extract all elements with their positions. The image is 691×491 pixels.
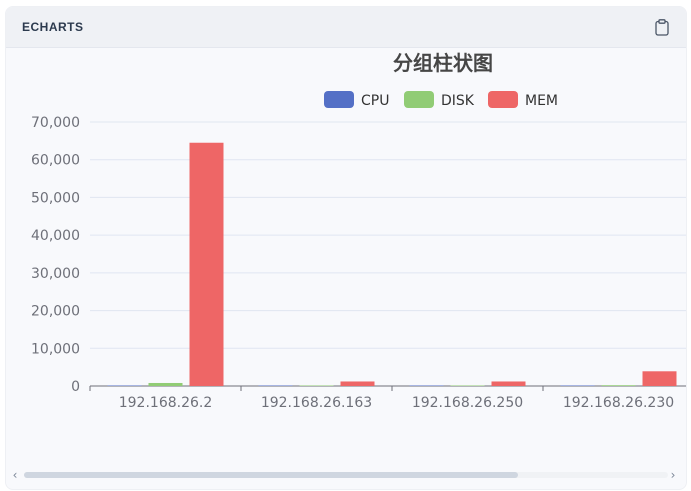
bar-cpu-3 xyxy=(560,385,595,386)
grouped-bar-chart: 分组柱状图 CPU DISK MEM 0 10,000 20,000 30,000 40,000… xyxy=(31,51,686,411)
horizontal-scrollbar[interactable]: ‹ › xyxy=(6,466,686,484)
legend-swatch-disk xyxy=(404,91,434,108)
legend-label-cpu: CPU xyxy=(361,93,389,109)
legend-swatch-mem xyxy=(488,91,518,108)
chart-title: 分组柱状图 xyxy=(393,51,493,75)
bar-disk-0 xyxy=(148,382,183,386)
clipboard-button[interactable] xyxy=(652,17,672,37)
clipboard-icon xyxy=(655,18,669,36)
scroll-thumb[interactable] xyxy=(24,472,518,478)
bar-disk-3 xyxy=(601,385,636,386)
x-tick-label: 192.168.26.250 xyxy=(412,395,523,411)
chevron-right-icon[interactable]: › xyxy=(670,468,676,482)
bar-disk-2 xyxy=(450,385,485,386)
panel-header: ECHARTS xyxy=(6,7,686,48)
chart-panel: ECHARTS 分组柱状图 CPU DISK MEM 0 10,000 20,000 30,0… xyxy=(5,6,687,490)
chevron-left-icon[interactable]: ‹ xyxy=(12,468,18,482)
y-tick-label: 60,000 xyxy=(31,153,80,169)
y-tick-label: 70,000 xyxy=(31,115,80,131)
legend-swatch-cpu xyxy=(324,91,354,108)
panel-title: ECHARTS xyxy=(22,20,84,34)
x-tick-label: 192.168.26.163 xyxy=(261,395,372,411)
bar-mem-1 xyxy=(340,381,375,386)
bar-cpu-1 xyxy=(258,385,293,386)
y-tick-label: 40,000 xyxy=(31,228,80,244)
chart-area: 分组柱状图 CPU DISK MEM 0 10,000 20,000 30,000 40,000… xyxy=(6,48,686,464)
y-tick-label: 10,000 xyxy=(31,341,80,357)
bar-cpu-2 xyxy=(409,385,444,386)
y-tick-label: 50,000 xyxy=(31,190,80,206)
scroll-track[interactable] xyxy=(24,472,668,478)
bar-mem-2 xyxy=(491,381,526,386)
bar-disk-1 xyxy=(299,385,334,386)
legend-label-disk: DISK xyxy=(441,93,475,109)
bar-mem-0 xyxy=(189,142,224,386)
x-tick-label: 192.168.26.230 xyxy=(563,395,674,411)
x-tick-label: 192.168.26.2 xyxy=(119,395,213,411)
y-tick-label: 20,000 xyxy=(31,304,80,320)
bar-mem-3 xyxy=(642,371,677,386)
legend-label-mem: MEM xyxy=(525,93,558,109)
bar-cpu-0 xyxy=(107,385,142,386)
y-tick-label: 0 xyxy=(71,379,80,395)
y-tick-label: 30,000 xyxy=(31,266,80,282)
